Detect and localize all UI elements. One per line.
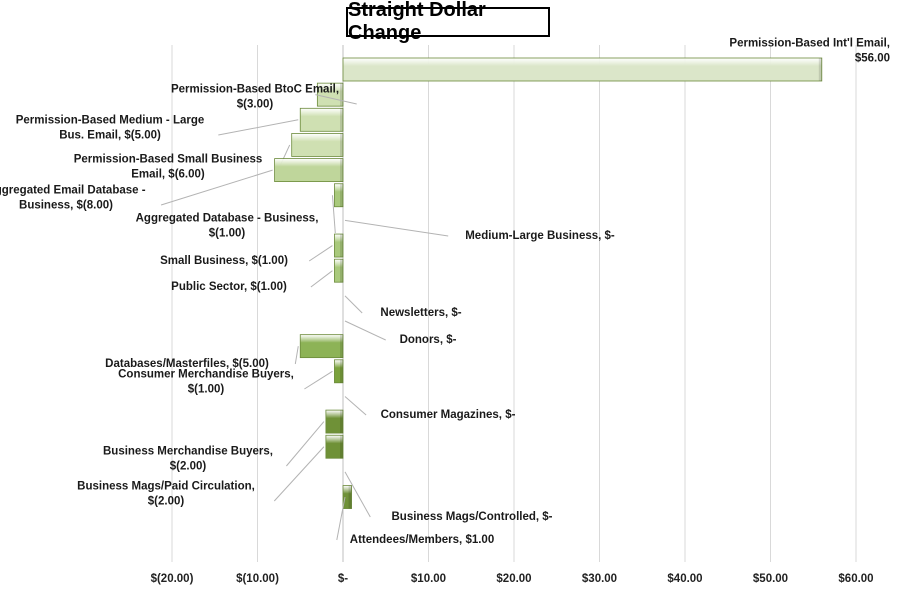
x-tick-label: $20.00 <box>496 573 531 585</box>
bar-shade <box>340 133 343 157</box>
data-label: Business Mags/Paid Circulation, $(2.00) <box>77 481 255 508</box>
leader-line <box>304 370 333 390</box>
leader-line <box>286 421 325 467</box>
data-label-line: $(2.00) <box>148 496 185 508</box>
leader-line <box>273 446 325 502</box>
leader-line <box>344 295 363 314</box>
leader-line <box>315 94 357 105</box>
data-label: Business Mags/Controlled, $- <box>391 511 552 523</box>
leader-line <box>344 320 386 341</box>
bar <box>325 409 344 434</box>
x-tick-label: $50.00 <box>753 573 788 585</box>
data-label-line: Business, $(8.00) <box>19 200 113 212</box>
data-label-line: Business Merchandise Buyers, <box>103 446 273 458</box>
data-label: Permission-Based Small Business Email, $(… <box>74 154 263 181</box>
data-label: Newsletters, $- <box>380 307 461 319</box>
bar-shade <box>340 410 343 434</box>
bar <box>334 233 344 258</box>
data-label: Consumer Merchandise Buyers, $(1.00) <box>118 369 294 396</box>
bar <box>334 359 344 384</box>
bar-shade <box>818 58 822 81</box>
data-label-line: Consumer Magazines, $- <box>381 409 516 421</box>
bar-shade <box>340 158 343 182</box>
leader-line <box>310 270 333 288</box>
x-tick-label: $- <box>338 573 348 585</box>
x-tick-label: $(20.00) <box>151 573 194 585</box>
data-label: Aggregated Database - Business, $(1.00) <box>136 213 319 240</box>
bar <box>334 258 344 283</box>
bar <box>342 57 823 82</box>
data-label-line: Consumer Merchandise Buyers, <box>118 369 294 381</box>
data-label: Databases/Masterfiles, $(5.00) <box>105 358 269 370</box>
data-label-line: Permission-Based Int'l Email, <box>729 38 890 50</box>
bar <box>342 485 352 509</box>
leader-line <box>344 471 371 518</box>
x-tick-label: $60.00 <box>838 573 873 585</box>
bar <box>274 158 344 183</box>
data-label-line: Aggregated Database - Business, <box>136 213 319 225</box>
data-label-line: Public Sector, $(1.00) <box>171 281 287 293</box>
leader-line <box>218 119 299 136</box>
data-label: Permission-Based Medium - Large Bus. Emai… <box>16 115 205 142</box>
data-label-line: Aggregated Email Database - <box>0 185 146 197</box>
leader-line <box>308 245 333 262</box>
data-label: Business Merchandise Buyers, $(2.00) <box>103 446 273 473</box>
bar-shade <box>340 435 343 459</box>
data-label-line: Medium-Large Business, $- <box>465 230 615 242</box>
data-label: Attendees/Members, $1.00 <box>350 534 494 546</box>
data-label-line: Donors, $- <box>400 334 457 346</box>
data-label: Consumer Magazines, $- <box>381 409 516 421</box>
data-label: Permission-Based BtoC Email, $(3.00) <box>171 84 339 111</box>
data-label-line: Email, $(6.00) <box>131 169 205 181</box>
x-tick-label: $30.00 <box>582 573 617 585</box>
data-label-line: Databases/Masterfiles, $(5.00) <box>105 358 269 370</box>
data-label: Aggregated Email Database - Business, $(8… <box>0 185 146 212</box>
data-label-line: Permission-Based Medium - Large <box>16 115 205 127</box>
x-tick-label: $40.00 <box>667 573 702 585</box>
leader-line <box>160 169 273 206</box>
data-label-line: Business Mags/Controlled, $- <box>391 511 552 523</box>
data-label: Medium-Large Business, $- <box>465 230 615 242</box>
data-label-line: $(2.00) <box>170 461 207 473</box>
data-label-line: $(3.00) <box>237 99 274 111</box>
bar-shade <box>340 334 343 358</box>
bar-shade <box>340 234 343 258</box>
data-label-line: Bus. Email, $(5.00) <box>59 130 161 142</box>
bar-shade <box>340 83 343 107</box>
data-label-line: Business Mags/Paid Circulation, <box>77 481 255 493</box>
bar <box>299 107 344 132</box>
bar-shade <box>348 485 352 509</box>
data-label-line: Small Business, $(1.00) <box>160 255 288 267</box>
x-tick-label: $(10.00) <box>236 573 279 585</box>
data-label-line: $(1.00) <box>188 384 225 396</box>
data-label: Donors, $- <box>400 334 457 346</box>
leader-line <box>344 219 449 237</box>
bar-shade <box>340 359 343 383</box>
bar-shade <box>340 259 343 283</box>
data-label: Permission-Based Int'l Email, $56.00 <box>729 38 890 65</box>
data-label-line: Newsletters, $- <box>380 307 461 319</box>
leader-line <box>294 346 299 365</box>
data-label-line: Attendees/Members, $1.00 <box>350 534 494 546</box>
bar <box>291 133 344 157</box>
data-label-line: $(1.00) <box>209 228 246 240</box>
leader-line <box>336 496 346 541</box>
x-tick-label: $10.00 <box>411 573 446 585</box>
bar <box>299 334 344 359</box>
bar <box>334 183 344 208</box>
chart-title: Straight Dollar Change <box>346 0 550 44</box>
bar <box>325 434 344 459</box>
bar-shade <box>340 108 343 132</box>
data-label-line: Permission-Based BtoC Email, <box>171 84 339 96</box>
bar-shade <box>340 183 343 207</box>
leader-line <box>344 396 367 416</box>
leader-line <box>331 195 336 234</box>
data-label: Public Sector, $(1.00) <box>171 281 287 293</box>
data-label-line: Permission-Based Small Business <box>74 154 263 166</box>
data-label-line: $56.00 <box>855 53 890 65</box>
data-label: Small Business, $(1.00) <box>160 255 288 267</box>
